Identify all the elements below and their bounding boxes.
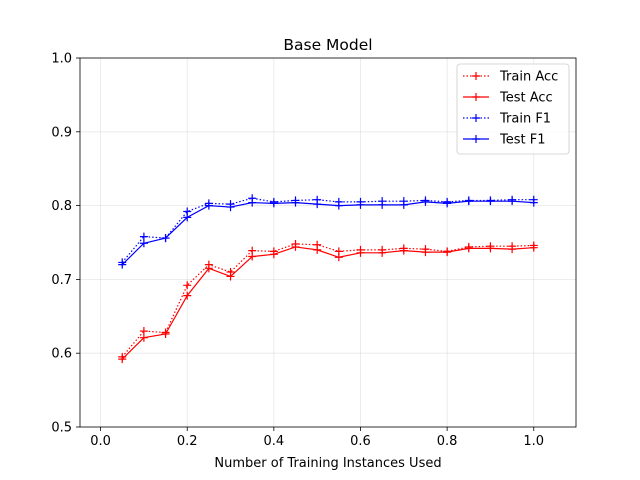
y-axis: 0.5 0.6 0.7 0.8 0.9 1.0 (51, 52, 80, 436)
y-tick-label: 1.0 (51, 52, 72, 67)
x-tick-label: 1.0 (523, 434, 544, 449)
data-point-test-acc (183, 291, 192, 300)
legend-label: Train Acc (499, 70, 558, 85)
data-point-test-f1 (248, 198, 257, 207)
series-line-test-acc (121, 246, 534, 360)
x-tick-label: 0.2 (177, 434, 198, 449)
y-tick-label: 0.5 (51, 421, 72, 436)
series-line-train-acc (121, 243, 534, 358)
data-point-test-acc (226, 272, 235, 281)
data-point-test-acc (486, 244, 495, 253)
data-point-test-acc (464, 244, 473, 253)
data-point-test-acc (161, 330, 170, 339)
legend-entry-test-f1: Test F1 (463, 133, 545, 148)
data-point-test-acc (118, 355, 127, 364)
data-point-test-acc (378, 248, 387, 257)
legend-swatch-marker (472, 72, 480, 80)
chart-title: Base Model (283, 36, 372, 54)
data-point-test-acc (291, 242, 300, 251)
data-point-test-f1 (529, 198, 538, 207)
data-point-test-f1 (291, 198, 300, 207)
data-point-test-f1 (183, 213, 192, 222)
legend: Train Acc Test Acc Train F1 Test F1 (456, 63, 570, 155)
data-point-test-acc (139, 333, 148, 342)
x-tick-label: 0.4 (264, 434, 285, 449)
data-point-test-f1 (399, 200, 408, 209)
data-point-test-f1 (204, 201, 213, 210)
x-tick-label: 0.6 (350, 434, 371, 449)
y-tick-label: 0.9 (51, 125, 72, 140)
series-test-acc (118, 242, 538, 364)
x-axis-title: Number of Training Instances Used (214, 456, 441, 471)
data-point-test-acc (443, 248, 452, 257)
data-point-test-f1 (313, 200, 322, 209)
data-point-test-acc (313, 245, 322, 254)
y-tick-label: 0.8 (51, 199, 72, 214)
legend-entry-train-f1: Train F1 (463, 112, 551, 127)
series-test-f1 (118, 197, 538, 269)
legend-swatch-marker (472, 135, 480, 143)
data-point-test-f1 (269, 199, 278, 208)
legend-swatch-marker (472, 93, 480, 101)
data-point-test-f1 (378, 200, 387, 209)
data-point-test-f1 (139, 239, 148, 248)
data-point-test-acc (421, 248, 430, 257)
legend-box (456, 63, 570, 155)
x-tick-label: 0.0 (90, 434, 111, 449)
data-point-test-acc (269, 250, 278, 259)
data-point-test-f1 (421, 197, 430, 206)
x-axis: 0.0 0.2 0.4 0.6 0.8 1.0 (90, 427, 544, 449)
data-point-test-f1 (161, 234, 170, 243)
data-point-test-acc (248, 252, 257, 261)
legend-label: Test F1 (499, 133, 545, 148)
legend-entry-train-acc: Train Acc (463, 70, 558, 85)
x-tick-label: 0.8 (437, 434, 458, 449)
y-tick-label: 0.7 (51, 273, 72, 288)
legend-swatch-marker (472, 114, 480, 122)
data-point-test-f1 (356, 200, 365, 209)
legend-label: Train F1 (499, 112, 551, 127)
y-tick-label: 0.6 (51, 347, 72, 362)
data-point-test-f1 (118, 260, 127, 269)
data-point-test-acc (356, 248, 365, 257)
series-layer (118, 194, 538, 364)
data-point-test-f1 (443, 199, 452, 208)
data-point-train-acc (183, 281, 192, 290)
legend-label: Test Acc (499, 91, 553, 106)
legend-entry-test-acc: Test Acc (463, 91, 553, 106)
data-point-test-f1 (486, 197, 495, 206)
data-point-test-acc (334, 253, 343, 262)
data-point-test-f1 (508, 197, 517, 206)
data-point-test-f1 (226, 203, 235, 212)
data-point-test-acc (399, 246, 408, 255)
data-point-test-acc (529, 243, 538, 252)
data-point-test-acc (204, 264, 213, 273)
data-point-test-acc (508, 245, 517, 254)
data-point-test-f1 (464, 197, 473, 206)
data-point-test-f1 (334, 201, 343, 210)
plot-frame (79, 57, 577, 428)
